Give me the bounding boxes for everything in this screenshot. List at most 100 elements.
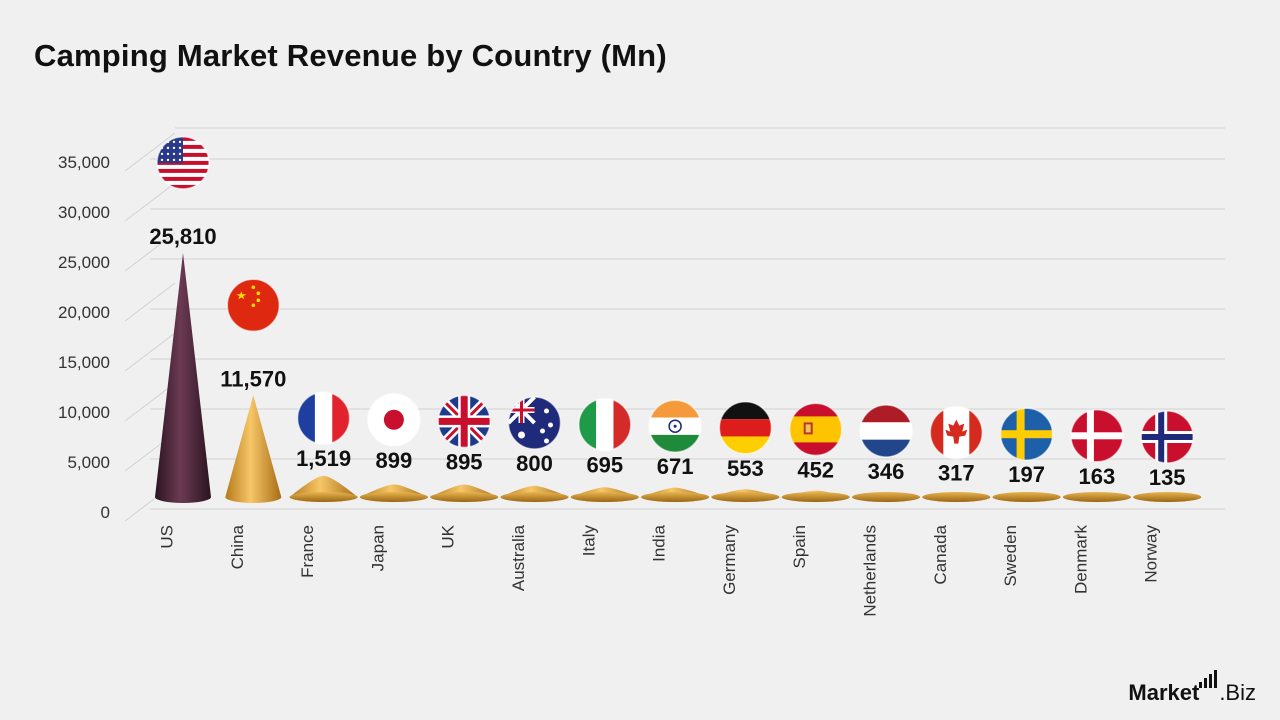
cone-sweden (992, 492, 1061, 502)
cone-us (155, 252, 211, 503)
x-tick-label: Canada (931, 524, 950, 584)
cone-australia (500, 485, 569, 502)
cone-base (359, 492, 428, 502)
y-tick-label: 0 (101, 503, 110, 522)
data-label: 553 (727, 456, 764, 481)
australia-flag-icon (507, 396, 562, 450)
netherlands-flag-icon (859, 404, 913, 458)
data-label: 25,810 (149, 224, 216, 249)
cone-base (1133, 492, 1202, 502)
uk-flag-icon (437, 394, 491, 449)
bars-icon (1199, 670, 1218, 688)
cone-body (155, 252, 211, 503)
data-label: 317 (938, 461, 975, 486)
cone-japan (359, 484, 428, 502)
norway-flag-icon (1140, 410, 1194, 464)
brand-name-bold: Market (1128, 680, 1200, 705)
cone-base (641, 492, 710, 502)
cone-base (852, 492, 920, 502)
y-tick-label: 35,000 (58, 153, 110, 172)
x-tick-label: Netherlands (860, 525, 879, 617)
data-label: 1,519 (296, 446, 351, 471)
cone-base (430, 492, 499, 502)
spain-flag-icon (788, 402, 843, 457)
y-tick-label: 20,000 (58, 303, 110, 322)
cone-base (1062, 492, 1131, 502)
x-tick-label: Italy (579, 525, 598, 557)
data-label: 197 (1008, 462, 1045, 487)
france-flag-icon (296, 391, 351, 445)
x-tick-label: Japan (368, 525, 387, 571)
china-flag-icon (226, 278, 281, 333)
data-label: 11,570 (220, 366, 286, 391)
x-tick-label: France (298, 525, 317, 578)
chart-title: Camping Market Revenue by Country (Mn) (34, 38, 667, 73)
cone-india (641, 487, 710, 502)
cone-base (922, 492, 991, 502)
cone-italy (570, 487, 639, 502)
cone-base (781, 492, 850, 502)
cone-base (570, 492, 639, 502)
cone-norway (1133, 492, 1202, 502)
cone-germany (711, 489, 780, 502)
cone-spain (781, 490, 850, 502)
cone-base (500, 492, 569, 502)
x-tick-label: Australia (509, 524, 528, 591)
gridline-depth (124, 332, 176, 372)
cone-france (289, 475, 358, 502)
x-axis-labels: US China France Japan UK Australia Italy India G… (157, 524, 1160, 616)
italy-flag-icon (578, 397, 632, 452)
cone-body (225, 395, 282, 503)
cone-uk (430, 484, 499, 502)
x-tick-label: UK (439, 524, 458, 548)
data-label: 695 (586, 453, 623, 478)
data-label: 800 (516, 451, 553, 476)
gridline-depth (124, 382, 176, 422)
germany-flag-icon (718, 401, 773, 455)
x-tick-label: Sweden (1001, 525, 1020, 586)
cone-base (711, 492, 780, 502)
cone-denmark (1062, 492, 1131, 502)
chart-marks (155, 252, 1202, 503)
data-label: 899 (376, 448, 413, 473)
sweden-flag-icon (999, 407, 1054, 461)
y-tick-label: 25,000 (58, 253, 110, 272)
x-tick-label: Spain (790, 525, 809, 568)
cone-canada (922, 492, 991, 502)
data-label: 671 (657, 454, 694, 479)
x-tick-label: India (650, 524, 669, 561)
flag-markers (156, 136, 1194, 464)
data-labels: 25,810 11,570 1,519 899 895 800 695 671 553 452 34… (149, 224, 1185, 490)
x-tick-label: Norway (1142, 525, 1161, 583)
x-tick-label: Denmark (1071, 525, 1090, 594)
x-tick-label: China (228, 524, 247, 569)
gridline-depth (124, 232, 176, 272)
japan-flag-icon (367, 393, 421, 447)
x-tick-label: Germany (720, 525, 739, 595)
y-tick-label: 15,000 (58, 353, 110, 372)
data-label: 163 (1079, 464, 1116, 489)
data-label: 135 (1149, 465, 1186, 490)
gridline-depth (124, 182, 176, 222)
y-tick-label: 10,000 (58, 403, 110, 422)
data-label: 346 (868, 459, 905, 484)
cone-base (289, 492, 358, 502)
brand-logo: Market .Biz (1128, 670, 1256, 706)
y-axis-ticks: 0 5,000 10,000 15,000 20,000 25,000 30,000 35,0… (58, 153, 110, 522)
us-flag-icon (156, 136, 210, 190)
cone-china (225, 395, 282, 503)
y-tick-label: 5,000 (67, 453, 110, 472)
canada-flag-icon (929, 405, 984, 460)
gridline-depth (124, 132, 176, 172)
x-tick-label: US (157, 525, 176, 549)
gridline-depth (124, 282, 176, 322)
brand-name-rest: .Biz (1219, 680, 1256, 705)
cone-base (992, 492, 1061, 502)
data-label: 452 (797, 457, 834, 482)
india-flag-icon (648, 399, 702, 453)
cone-netherlands (852, 492, 920, 502)
y-tick-label: 30,000 (58, 203, 110, 222)
denmark-flag-icon (1070, 409, 1124, 463)
gridlines (124, 127, 1225, 522)
